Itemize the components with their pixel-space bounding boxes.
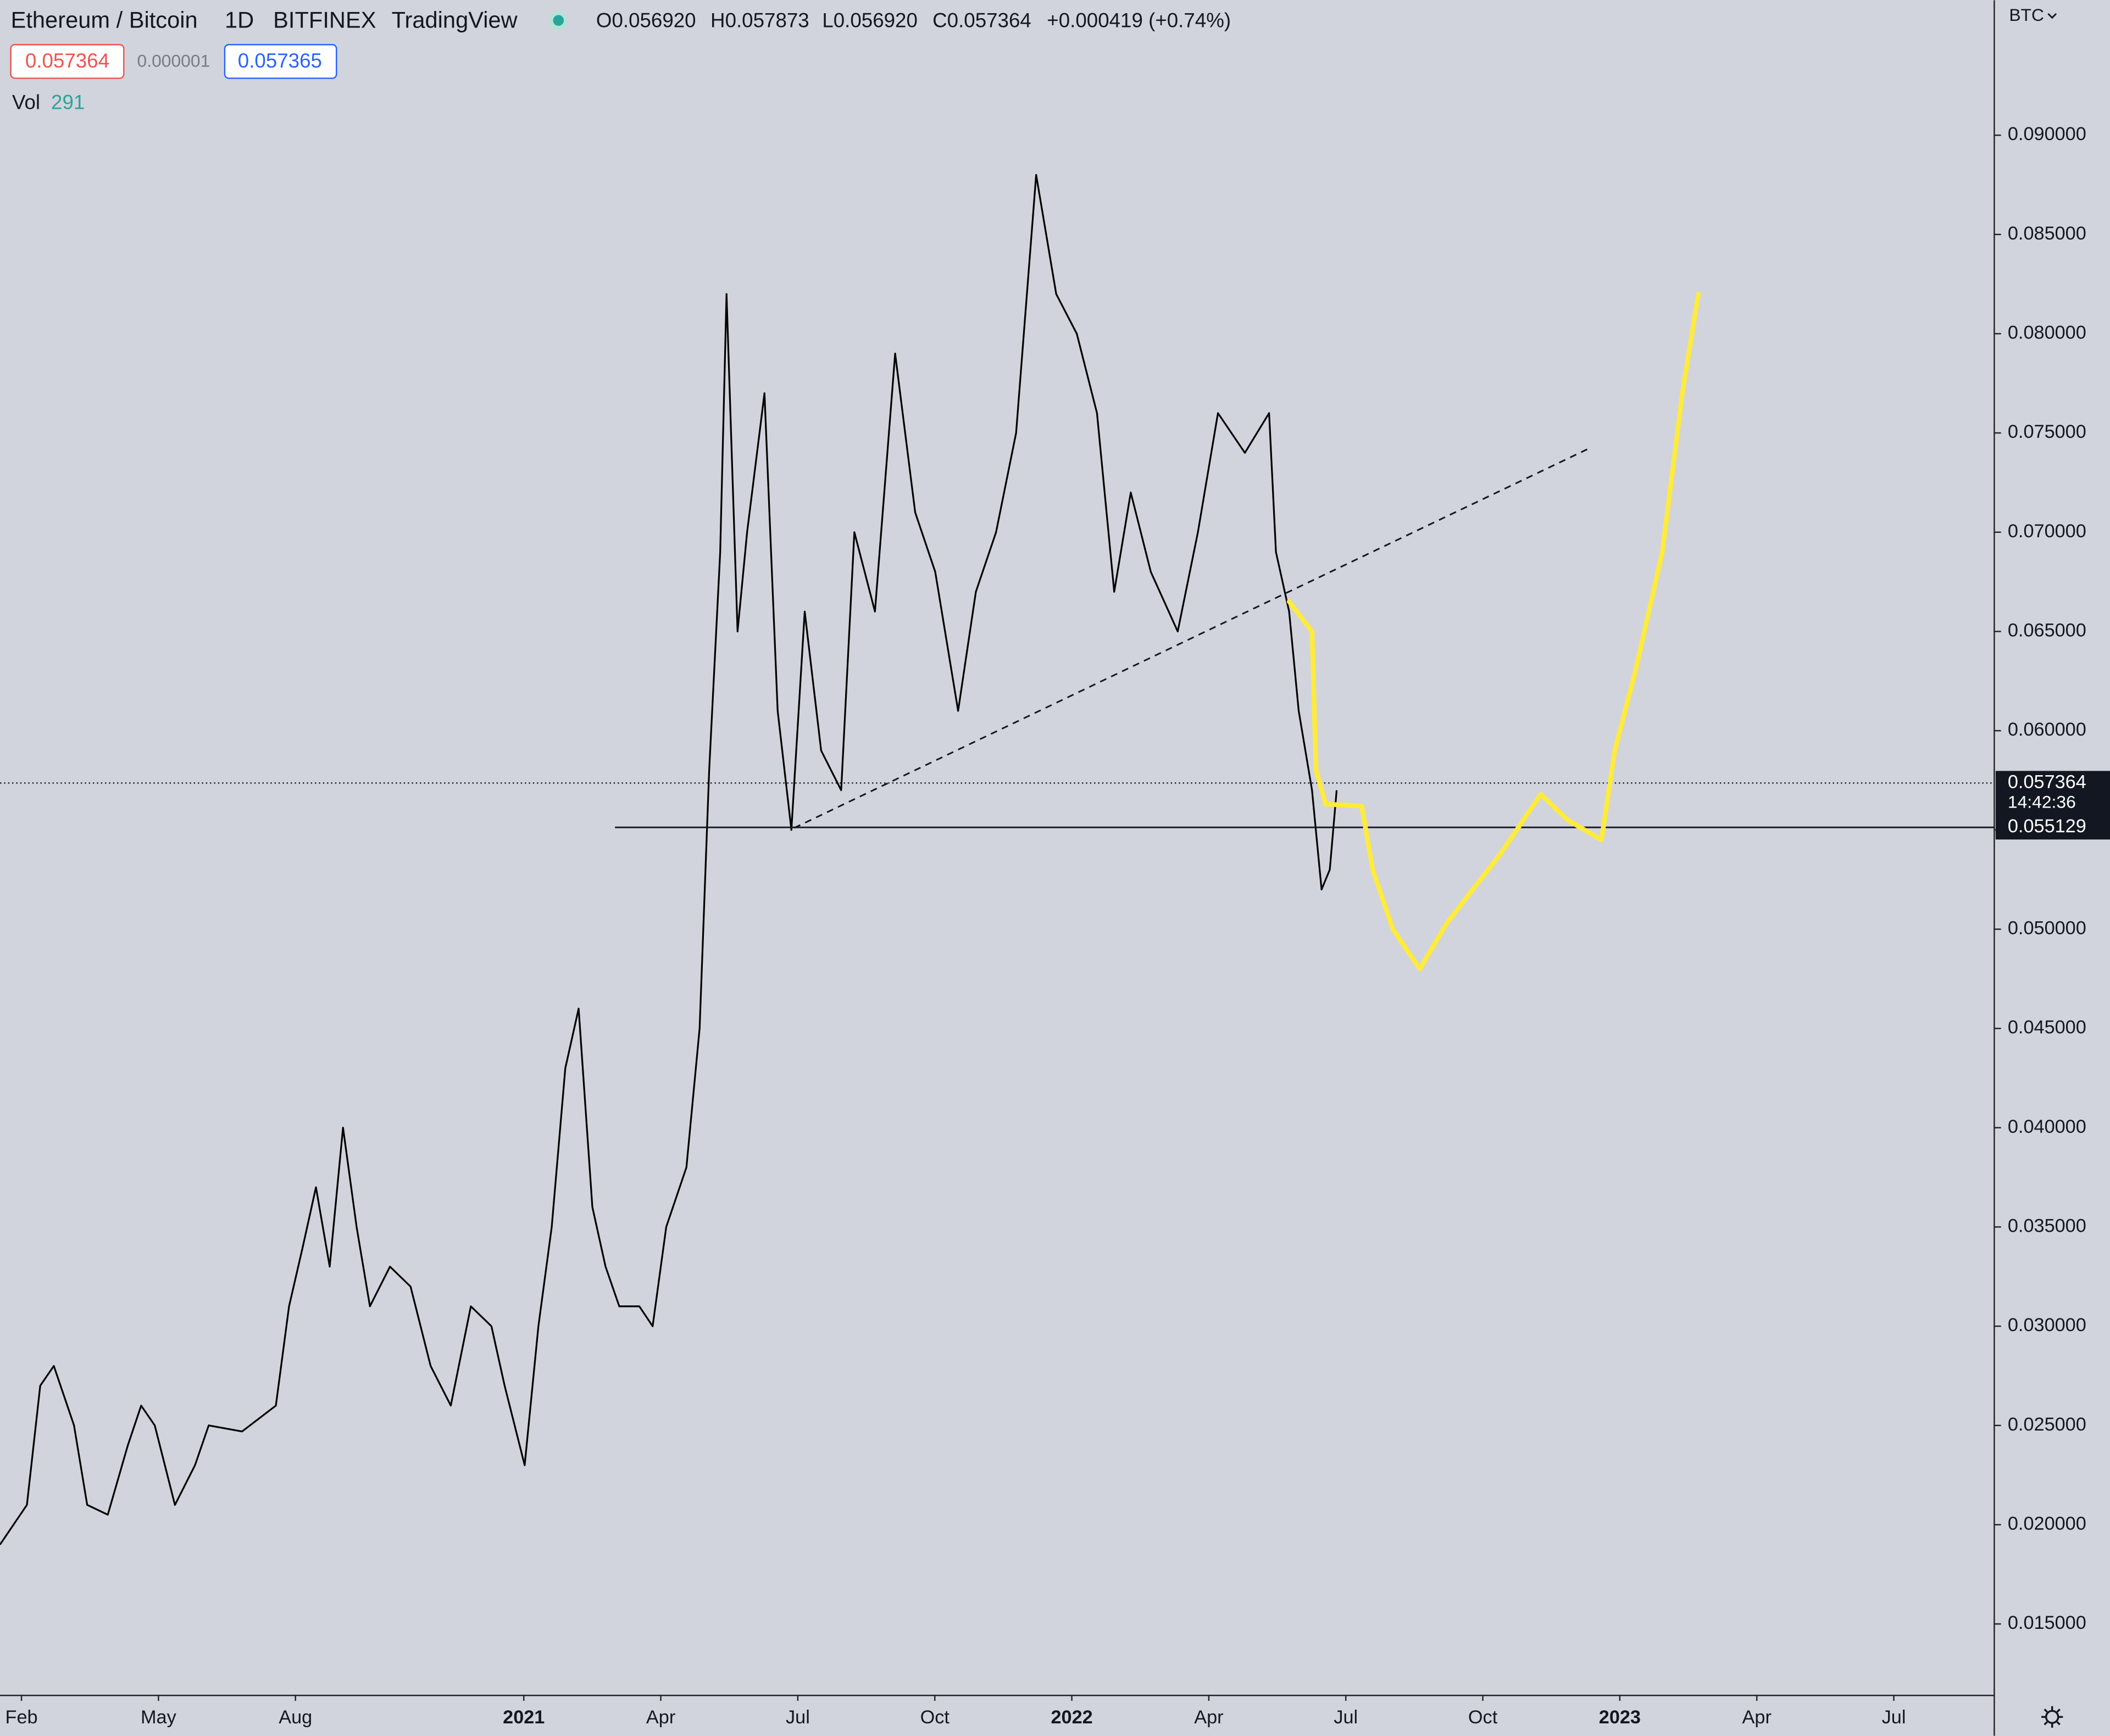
interval[interactable]: 1D: [225, 7, 254, 33]
open: O0.056920: [596, 9, 696, 31]
last-price-label: 0.057364: [2008, 771, 2086, 792]
x-tick-label: May: [141, 1707, 177, 1728]
x-tick-label: Apr: [1742, 1707, 1772, 1728]
bid[interactable]: 0.057364: [25, 49, 109, 72]
change: +0.000419 (+0.74%): [1047, 9, 1231, 31]
exchange: BITFINEX: [273, 7, 376, 33]
buy-button[interactable]: [224, 43, 337, 79]
y-tick-label: 0.040000: [2008, 1116, 2086, 1137]
x-tick-label: Oct: [1468, 1707, 1498, 1728]
y-tick-label: 0.080000: [2008, 322, 2086, 343]
settings-icon[interactable]: [2041, 1706, 2063, 1728]
projection-line: [1286, 291, 1701, 971]
hline-label: 0.055129: [2008, 816, 2086, 837]
x-tick-label: Jul: [1334, 1707, 1358, 1728]
spread: 0.000001: [137, 51, 210, 70]
y-tick-label: 0.050000: [2008, 917, 2086, 938]
currency-caret[interactable]: [2047, 13, 2057, 19]
trend-line: [793, 448, 1589, 829]
source: TradingView: [392, 7, 518, 33]
y-tick-label: 0.065000: [2008, 620, 2086, 641]
y-tick-label: 0.035000: [2008, 1215, 2086, 1236]
status-dot: [553, 15, 564, 26]
x-tick-label: Aug: [279, 1707, 312, 1728]
x-tick-label: Apr: [646, 1707, 675, 1728]
hline-box: [1995, 815, 2110, 840]
plot: [0, 174, 1995, 1545]
y-tick-label: 0.020000: [2008, 1513, 2086, 1534]
y-tick-label: 0.060000: [2008, 719, 2086, 740]
x-tick-label: Oct: [920, 1707, 950, 1728]
y-tick-label: 0.015000: [2008, 1612, 2086, 1633]
x-tick-label: Feb: [5, 1707, 38, 1728]
x-tick-label: Jul: [1882, 1707, 1906, 1728]
x-tick-label: 2023: [1599, 1707, 1641, 1728]
y-tick-label: 0.045000: [2008, 1017, 2086, 1038]
x-tick-label: 2022: [1051, 1707, 1092, 1728]
y-tick-label: 0.085000: [2008, 223, 2086, 244]
y-tick-label: 0.070000: [2008, 521, 2086, 542]
x-tick-label: Apr: [1194, 1707, 1223, 1728]
close: C0.057364: [932, 9, 1031, 31]
countdown: 14:42:36: [2008, 792, 2076, 811]
y-tick-label: 0.075000: [2008, 421, 2086, 442]
symbol: Ethereum / Bitcoin: [11, 7, 198, 33]
legend: Ethereum / Bitcoin 1D BITFINEX TradingVi…: [11, 7, 568, 33]
volume-value: 291: [51, 91, 85, 114]
currency[interactable]: BTC: [2009, 5, 2044, 25]
volume-label: Vol: [12, 91, 40, 114]
last-price-box: [1995, 771, 2110, 817]
high: H0.057873: [710, 9, 809, 31]
price-line: [0, 174, 1338, 1545]
sell-button[interactable]: [10, 43, 125, 79]
y-tick-label: 0.025000: [2008, 1414, 2086, 1435]
y-tick-label: 0.090000: [2008, 124, 2086, 144]
ohlc: O0.056920 H0.057873 L0.056920 C0.057364 …: [596, 9, 1231, 31]
y-tick-label: 0.030000: [2008, 1315, 2086, 1336]
ask[interactable]: 0.057365: [238, 49, 322, 72]
x-tick-label: 2021: [503, 1707, 545, 1728]
x-tick-label: Jul: [786, 1707, 810, 1728]
low: L0.056920: [822, 9, 918, 31]
